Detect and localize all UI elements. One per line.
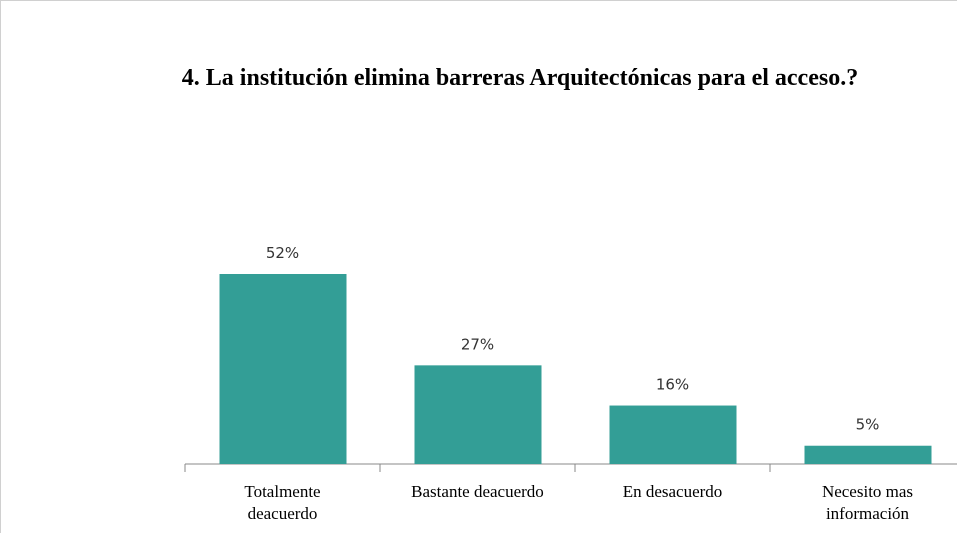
bar xyxy=(804,445,932,464)
category-box: Totalmente deacuerdo xyxy=(244,482,321,523)
category-box: Necesito mas información xyxy=(821,482,914,523)
bar xyxy=(609,405,737,464)
value-label: 27% xyxy=(461,335,494,353)
x-tick-label: Totalmente deacuerdo xyxy=(244,482,321,523)
value-label: 5% xyxy=(856,416,880,434)
title-box: 4. La institución elimina barreras Arqui… xyxy=(181,65,859,91)
category-box: Bastante deacuerdo xyxy=(411,482,544,501)
value-label: 52% xyxy=(266,244,299,262)
category-box: En desacuerdo xyxy=(622,482,723,501)
x-tick-label: Bastante deacuerdo xyxy=(411,482,544,501)
bar xyxy=(414,365,542,464)
value-label: 16% xyxy=(656,376,689,394)
x-tick-label: En desacuerdo xyxy=(622,482,723,501)
bar xyxy=(219,274,347,464)
x-tick-label: Necesito mas información xyxy=(821,482,914,523)
chart-title: 4. La institución elimina barreras Arqui… xyxy=(181,65,859,91)
